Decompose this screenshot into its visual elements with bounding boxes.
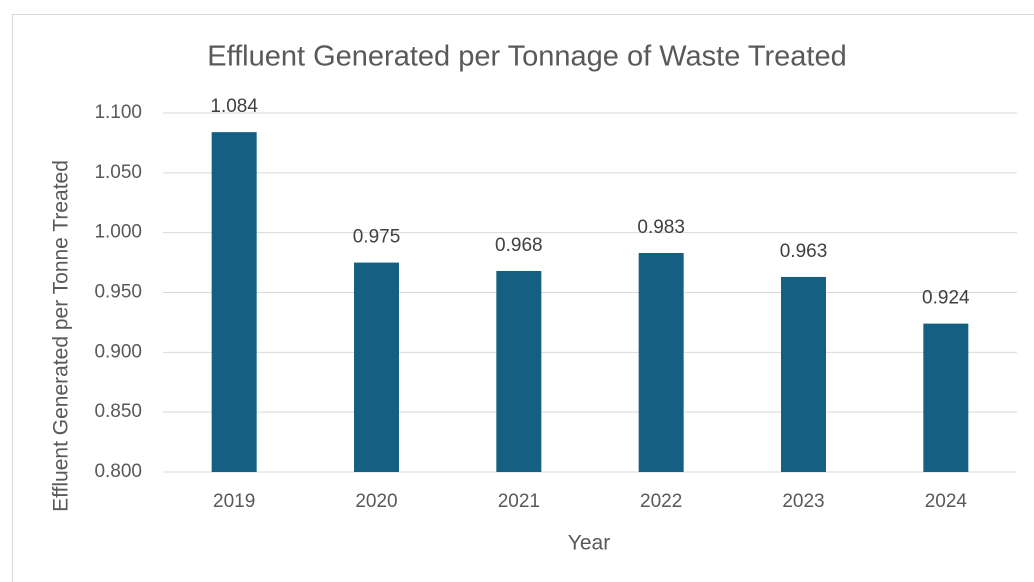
y-tick-label: 1.050 <box>94 162 142 183</box>
data-label: 0.968 <box>495 235 543 256</box>
y-tick-label: 0.800 <box>94 461 142 482</box>
data-label: 0.963 <box>780 241 828 262</box>
bar <box>638 253 684 472</box>
chart-title: Effluent Generated per Tonnage of Waste … <box>207 41 847 73</box>
y-tick-label: 1.100 <box>94 102 142 123</box>
x-tick-label: 2023 <box>782 491 824 512</box>
y-tick-label: 0.900 <box>94 341 142 362</box>
bar <box>211 132 257 472</box>
x-tick-label: 2024 <box>925 491 968 512</box>
data-label: 1.084 <box>210 96 258 117</box>
y-tick-label: 0.850 <box>94 401 142 422</box>
data-label: 0.975 <box>353 227 401 248</box>
x-tick-label: 2021 <box>498 491 540 512</box>
y-tick-label: 1.000 <box>94 222 142 243</box>
y-tick-label: 0.950 <box>94 282 142 303</box>
x-tick-label: 2019 <box>213 491 255 512</box>
data-label: 0.924 <box>922 288 970 309</box>
x-axis-label: Year <box>568 532 610 555</box>
bar <box>781 276 826 472</box>
y-axis-label: Effluent Generated per Tonne Treated <box>50 160 73 512</box>
bar <box>496 270 542 472</box>
bar <box>923 323 969 472</box>
data-label: 0.983 <box>637 217 685 238</box>
x-tick-label: 2022 <box>640 491 682 512</box>
x-tick-label: 2020 <box>355 491 397 512</box>
bar <box>354 262 399 472</box>
